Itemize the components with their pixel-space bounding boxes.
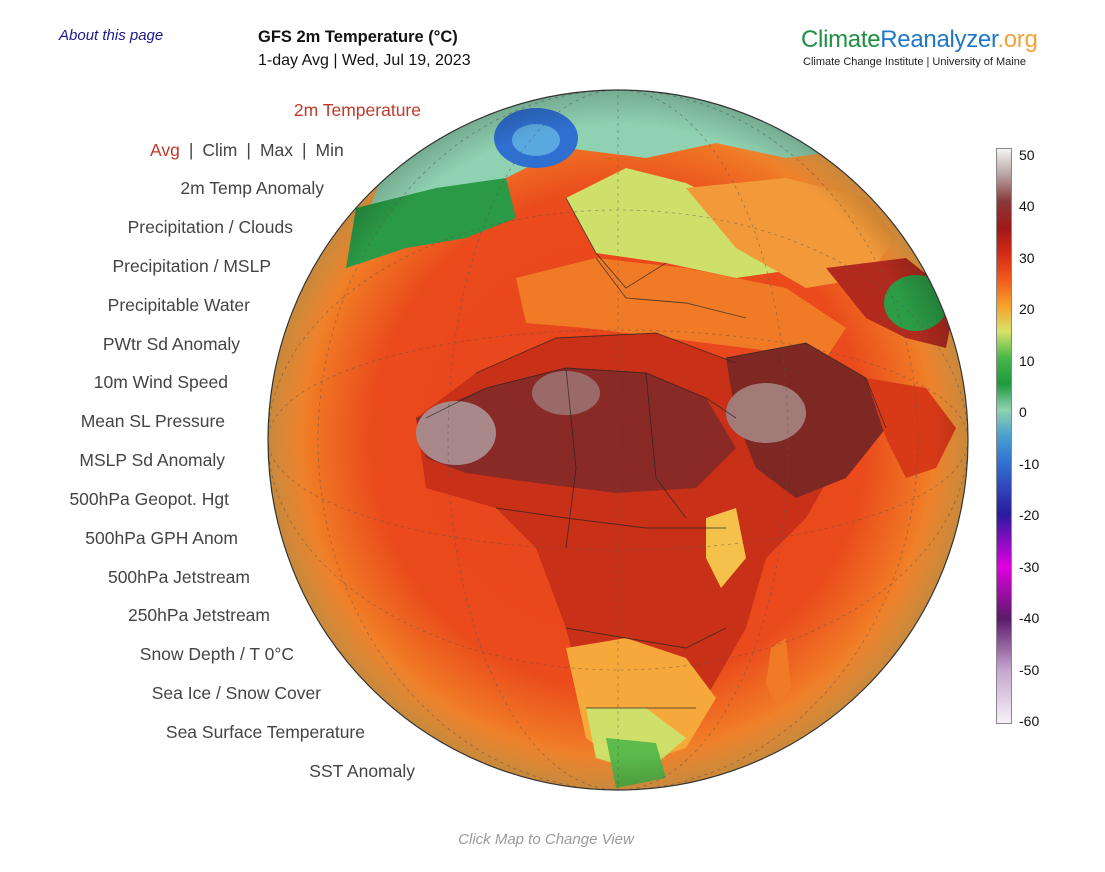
menu-item-precipitation-mslp[interactable]: Precipitation / MSLP: [112, 256, 271, 276]
menu-item-sea-ice-snow-cover[interactable]: Sea Ice / Snow Cover: [151, 683, 321, 703]
brand-org: .org: [997, 26, 1038, 53]
colorbar-label: 0: [1019, 404, 1027, 420]
colorbar-label: -30: [1019, 559, 1040, 575]
colorbar-label: 50: [1019, 147, 1035, 163]
colorbar-label: 40: [1019, 198, 1035, 214]
map-title: GFS 2m Temperature (°C): [258, 28, 458, 46]
globe-limb-shade: [268, 90, 968, 790]
brand-reanalyzer: Reanalyzer: [880, 26, 998, 53]
stat-selector: Avg | Clim | Max | Min: [150, 140, 344, 161]
menu-item-2m-temp-anomaly[interactable]: 2m Temp Anomaly: [180, 178, 324, 198]
brand-climate: Climate: [801, 26, 881, 53]
colorbar-label: -40: [1019, 610, 1040, 626]
menu-item-500hpa-geopot-hgt[interactable]: 500hPa Geopot. Hgt: [69, 489, 229, 509]
colorbar-label: -10: [1019, 456, 1040, 472]
colorbar-label: -50: [1019, 662, 1040, 678]
about-page-link[interactable]: About this page: [59, 27, 164, 44]
globe-outline: [267, 89, 969, 791]
menu-item-precipitation-clouds[interactable]: Precipitation / Clouds: [127, 217, 293, 237]
colorbar-label: 10: [1019, 353, 1035, 369]
menu-item-250hpa-jetstream[interactable]: 250hPa Jetstream: [127, 605, 270, 625]
menu-item-sst-anomaly[interactable]: SST Anomaly: [309, 761, 415, 781]
click-map-hint: Click Map to Change View: [458, 831, 634, 848]
colorbar-label: 20: [1019, 301, 1035, 317]
menu-item-500hpa-gph-anom[interactable]: 500hPa GPH Anom: [85, 528, 238, 548]
menu-item-500hpa-jetstream[interactable]: 500hPa Jetstream: [107, 567, 250, 587]
menu-item-pwtr-sd-anomaly[interactable]: PWtr Sd Anomaly: [102, 334, 240, 354]
menu-item-2m-temperature[interactable]: 2m Temperature: [293, 100, 421, 120]
menu-item-mean-sl-pressure[interactable]: Mean SL Pressure: [80, 411, 225, 431]
stat-clim[interactable]: Clim: [202, 140, 238, 160]
colorbar-label: -60: [1019, 713, 1040, 729]
temperature-globe-map[interactable]: [266, 88, 970, 792]
menu-item-snow-depth[interactable]: Snow Depth / T 0°C: [139, 644, 294, 664]
stat-separator: |: [302, 140, 307, 160]
temperature-colorbar: [996, 148, 1012, 724]
menu-item-sea-surface-temperature[interactable]: Sea Surface Temperature: [165, 722, 365, 742]
colorbar-label: 30: [1019, 250, 1035, 266]
brand-subtitle: Climate Change Institute | University of…: [803, 56, 1026, 68]
stat-separator: |: [246, 140, 251, 160]
stat-max[interactable]: Max: [259, 140, 293, 160]
brand-logo[interactable]: ClimateReanalyzer.org: [801, 26, 1038, 54]
stat-min[interactable]: Min: [315, 140, 344, 160]
stat-separator: |: [188, 140, 194, 160]
menu-item-mslp-sd-anomaly[interactable]: MSLP Sd Anomaly: [79, 450, 225, 470]
menu-item-precipitable-water[interactable]: Precipitable Water: [107, 295, 250, 315]
map-subtitle: 1-day Avg | Wed, Jul 19, 2023: [258, 52, 471, 69]
menu-item-10m-wind-speed[interactable]: 10m Wind Speed: [93, 372, 228, 392]
colorbar-label: -20: [1019, 507, 1040, 523]
stat-avg[interactable]: Avg: [150, 140, 180, 160]
